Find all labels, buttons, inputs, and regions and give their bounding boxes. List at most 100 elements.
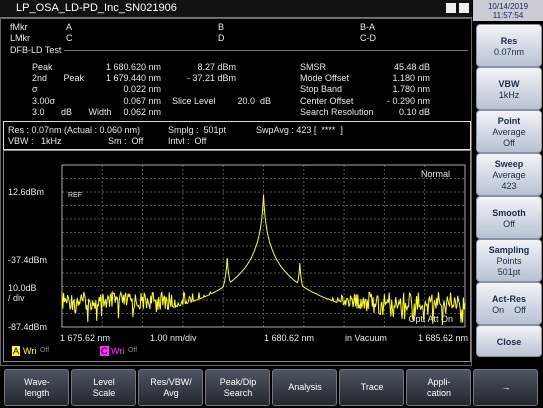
softkey[interactable]: Appli-cation bbox=[406, 369, 471, 406]
softkey-text: Appli- bbox=[427, 376, 451, 387]
button-text: Sampling bbox=[488, 245, 530, 255]
softkey-text: Wave- bbox=[24, 376, 50, 387]
side-button[interactable]: Close bbox=[476, 325, 542, 357]
main-panel bbox=[0, 18, 472, 366]
trace-state: Off bbox=[40, 347, 50, 354]
softkey-text: Trace bbox=[360, 382, 384, 392]
result-value: 1.780 nm bbox=[392, 84, 430, 95]
section-title: DFB-LD Test bbox=[10, 45, 62, 55]
softkey[interactable]: Level Scale bbox=[71, 369, 136, 406]
softkey-text: → bbox=[501, 382, 511, 392]
softkey[interactable]: Wave-length bbox=[4, 369, 69, 406]
button-text: Average bbox=[492, 170, 526, 180]
side-button[interactable]: Res 0.07nm bbox=[476, 24, 542, 67]
settings-box bbox=[3, 121, 471, 150]
side-button[interactable]: Point Average Off bbox=[476, 110, 542, 153]
softkey-text: cation bbox=[426, 387, 452, 398]
marker-label: A bbox=[66, 22, 73, 32]
result-level: 8.27 dBm bbox=[197, 62, 236, 72]
button-text: Off bbox=[503, 138, 515, 148]
marker-label: C-D bbox=[360, 33, 376, 43]
x-label: in Vacuum bbox=[345, 333, 387, 343]
level-label: -37.4dBm bbox=[8, 255, 48, 265]
x-label: 1.00 nm/div bbox=[150, 333, 197, 343]
setting: Smplg : 501pt bbox=[168, 125, 227, 135]
result-label: Stop Band bbox=[300, 84, 343, 95]
button-text: Close bbox=[496, 336, 522, 347]
side-button[interactable]: Smooth Off bbox=[476, 196, 542, 239]
softkey-text: Search bbox=[223, 387, 253, 398]
trace-state: Off bbox=[128, 347, 138, 354]
button-text: Points bbox=[496, 256, 522, 266]
side-button[interactable]: Act-Res On Off bbox=[476, 282, 542, 325]
slice-value: 20.0 dB bbox=[237, 95, 271, 106]
scale-label: 10.0dB / div bbox=[8, 283, 37, 303]
button-text: Res bbox=[500, 35, 518, 46]
title-bar bbox=[0, 0, 472, 18]
result-label: σ bbox=[32, 84, 38, 95]
softkey-text: Res/VBW/ bbox=[150, 376, 192, 387]
x-label: 1 685.62 nm bbox=[418, 333, 469, 343]
softkey[interactable]: Res/VBW/Avg bbox=[138, 369, 203, 406]
setting: Intvl : Off bbox=[168, 136, 207, 146]
softkey-text: length bbox=[24, 387, 50, 398]
button-text: VBW bbox=[498, 78, 520, 89]
setting: Sm : Off bbox=[108, 136, 144, 146]
maximize-button[interactable] bbox=[459, 3, 469, 13]
trace-mode: Wri bbox=[23, 346, 37, 356]
softkey[interactable]: Trace bbox=[339, 369, 404, 406]
result-value: 1.180 nm bbox=[392, 73, 430, 84]
marker-label: B bbox=[218, 22, 225, 32]
softkey-text: Peak/Dip bbox=[219, 376, 257, 387]
softkey[interactable]: Peak/Dip Search bbox=[205, 369, 270, 406]
marker-label: fMkr bbox=[10, 22, 28, 32]
softkey[interactable]: Analysis bbox=[272, 369, 337, 406]
button-text: Smooth bbox=[492, 207, 526, 218]
softkey-text: Level bbox=[93, 376, 115, 387]
grid bbox=[62, 165, 465, 327]
x-label: 1 675.62 nm bbox=[60, 333, 111, 343]
marker-label: LMkr bbox=[10, 33, 30, 43]
plot-frame bbox=[61, 164, 466, 328]
slice-label: Slice Level bbox=[172, 95, 216, 106]
result-label: Peak bbox=[32, 62, 53, 72]
time: 11:57:54 bbox=[492, 11, 524, 20]
window-title: LP_OSA_LD-PD_Inc_SN021906 bbox=[16, 2, 177, 14]
result-value: - 0.290 nm bbox=[386, 95, 430, 106]
result-value: 0.067 nm bbox=[123, 95, 161, 106]
result-value: 0.062 nm bbox=[123, 106, 161, 117]
trace-id: A bbox=[12, 346, 21, 356]
result-value: 0.10 dB bbox=[398, 106, 430, 117]
result-value: 0.022 nm bbox=[123, 84, 161, 95]
result-label: Center Offset bbox=[300, 95, 354, 106]
button-text: 501pt bbox=[497, 267, 521, 277]
side-button[interactable]: VBW 1kHz bbox=[476, 67, 542, 110]
softkey-text: Scale bbox=[92, 387, 116, 398]
clock-panel bbox=[473, 0, 543, 21]
softkey-text: Analysis bbox=[288, 382, 322, 392]
minimize-button[interactable] bbox=[446, 3, 456, 13]
marker-label: C bbox=[66, 33, 73, 43]
result-label: Search Resolution bbox=[300, 106, 374, 117]
x-label: 1 680.62 nm bbox=[264, 333, 315, 343]
result-label: SMSR bbox=[300, 62, 327, 72]
ref-marker: REF bbox=[68, 192, 82, 199]
trace-id: C bbox=[100, 346, 109, 356]
side-button[interactable]: Sampling Points 501pt bbox=[476, 239, 542, 282]
mode-label: Normal bbox=[420, 169, 450, 179]
marker-label: D bbox=[218, 33, 225, 43]
spectrum-trace bbox=[61, 194, 466, 326]
marker-label: B-A bbox=[360, 22, 376, 32]
setting: VBW : 1kHz bbox=[8, 136, 62, 146]
button-text: Act-Res bbox=[491, 293, 527, 304]
result-level: - 37.21 dBm bbox=[186, 73, 236, 84]
button-text: Sweep bbox=[494, 159, 524, 169]
side-button[interactable]: Sweep Average 423 bbox=[476, 153, 542, 196]
softkey[interactable]: → bbox=[473, 369, 538, 406]
button-text: On Off bbox=[492, 304, 526, 315]
date: 10/14/2019 bbox=[487, 2, 529, 11]
result-label: 3.00σ bbox=[32, 95, 56, 106]
button-text: 423 bbox=[501, 181, 517, 191]
result-label: 2nd Peak bbox=[32, 73, 85, 84]
